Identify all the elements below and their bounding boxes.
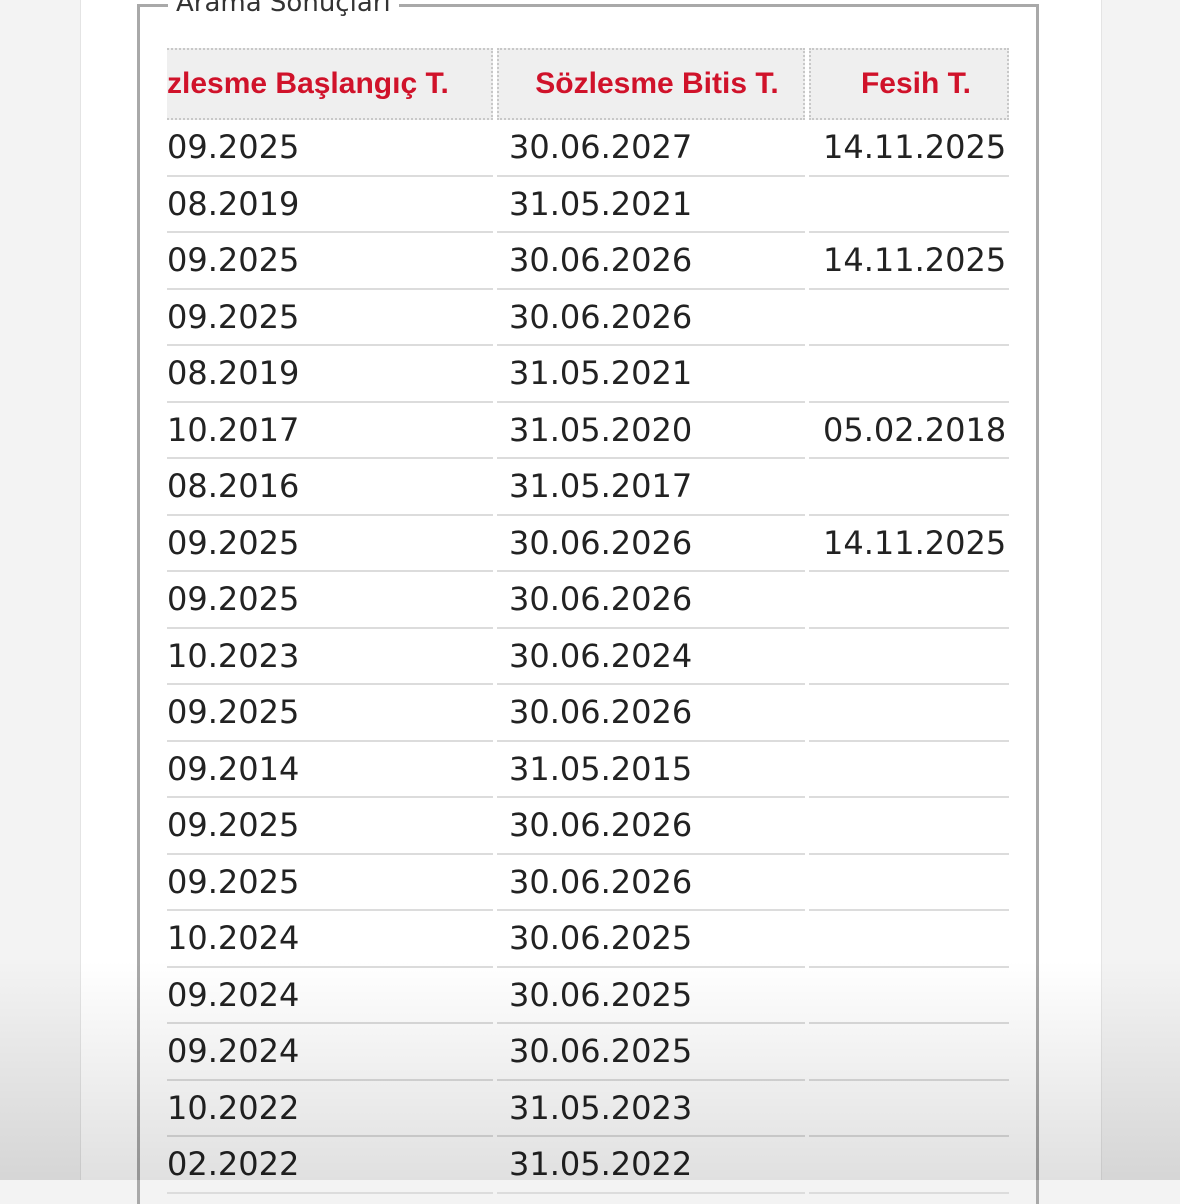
results-table: zlesme Başlangıç T. Sözlesme Bitis T. Fe… [167,48,1009,1194]
start-date-cell: 10.2023 [167,629,493,685]
table-row[interactable]: 10.2017 31.05.2020 05.02.2018 [167,403,1009,459]
end-date-cell: 31.05.2015 [497,742,805,798]
end-date-cell: 30.06.2026 [497,290,805,346]
termination-date-cell: 05.02.2018 [809,403,1009,459]
start-date-cell: 09.2014 [167,742,493,798]
table-row[interactable]: 10.2022 31.05.2023 [167,1081,1009,1137]
start-date-cell: 09.2025 [167,290,493,346]
column-header-termination-date[interactable]: Fesih T. [809,48,1009,120]
termination-date-cell [809,459,1009,516]
termination-date-cell [809,685,1009,742]
end-date-cell: 30.06.2026 [497,798,805,855]
end-date-cell: 30.06.2024 [497,629,805,685]
end-date-cell: 31.05.2021 [497,346,805,403]
start-date-cell: 09.2025 [167,516,493,572]
table-row[interactable]: 09.2024 30.06.2025 [167,968,1009,1024]
end-date-cell: 31.05.2022 [497,1137,805,1194]
table-row[interactable]: 09.2025 30.06.2026 [167,855,1009,911]
table-row[interactable]: 08.2019 31.05.2021 [167,177,1009,233]
table-row[interactable]: 09.2025 30.06.2026 [167,798,1009,855]
start-date-cell: 08.2019 [167,346,493,403]
table-header: zlesme Başlangıç T. Sözlesme Bitis T. Fe… [167,48,1009,120]
table-body: 09.2025 30.06.2027 14.11.2025 08.2019 31.05.… [167,120,1009,1194]
page-content [80,0,1102,1180]
termination-date-cell [809,742,1009,798]
termination-date-cell: 14.11.2025 [809,233,1009,290]
end-date-cell: 30.06.2025 [497,968,805,1024]
termination-date-cell [809,572,1009,629]
end-date-cell: 30.06.2027 [497,120,805,177]
end-date-cell: 31.05.2021 [497,177,805,233]
end-date-cell: 30.06.2026 [497,855,805,911]
termination-date-cell [809,1137,1009,1194]
table-row[interactable]: 09.2025 30.06.2026 [167,572,1009,629]
start-date-cell: 09.2025 [167,798,493,855]
start-date-cell: 09.2025 [167,855,493,911]
table-row[interactable]: 09.2025 30.06.2026 14.11.2025 [167,233,1009,290]
table-row[interactable]: 08.2019 31.05.2021 [167,346,1009,403]
start-date-cell: 10.2017 [167,403,493,459]
column-header-start-date[interactable]: zlesme Başlangıç T. [167,48,493,120]
start-date-cell: 08.2016 [167,459,493,516]
table-row[interactable]: 10.2024 30.06.2025 [167,911,1009,968]
section-title: Arama Sonuçları [168,0,399,18]
start-date-cell: 10.2022 [167,1081,493,1137]
search-results-fieldset [137,4,1039,1204]
start-date-cell: 09.2025 [167,233,493,290]
start-date-cell: 09.2025 [167,685,493,742]
termination-date-cell [809,346,1009,403]
end-date-cell: 30.06.2026 [497,233,805,290]
termination-date-cell: 14.11.2025 [809,516,1009,572]
end-date-cell: 30.06.2026 [497,572,805,629]
table-row[interactable]: 09.2025 30.06.2026 14.11.2025 [167,516,1009,572]
termination-date-cell [809,177,1009,233]
table-row[interactable]: 09.2025 30.06.2027 14.11.2025 [167,120,1009,177]
table-row[interactable]: 09.2024 30.06.2025 [167,1024,1009,1081]
column-header-end-date[interactable]: Sözlesme Bitis T. [497,48,805,120]
termination-date-cell: 14.11.2025 [809,120,1009,177]
table-row[interactable]: 09.2014 31.05.2015 [167,742,1009,798]
table-row[interactable]: 02.2022 31.05.2022 [167,1137,1009,1194]
start-date-cell: 09.2025 [167,120,493,177]
start-date-cell: 10.2024 [167,911,493,968]
end-date-cell: 30.06.2025 [497,911,805,968]
start-date-cell: 09.2025 [167,572,493,629]
termination-date-cell [809,1024,1009,1081]
end-date-cell: 31.05.2017 [497,459,805,516]
end-date-cell: 31.05.2020 [497,403,805,459]
end-date-cell: 30.06.2025 [497,1024,805,1081]
termination-date-cell [809,968,1009,1024]
start-date-cell: 08.2019 [167,177,493,233]
termination-date-cell [809,911,1009,968]
table-row[interactable]: 09.2025 30.06.2026 [167,685,1009,742]
end-date-cell: 30.06.2026 [497,685,805,742]
termination-date-cell [809,855,1009,911]
start-date-cell: 09.2024 [167,1024,493,1081]
end-date-cell: 31.05.2023 [497,1081,805,1137]
start-date-cell: 09.2024 [167,968,493,1024]
termination-date-cell [809,290,1009,346]
table-row[interactable]: 10.2023 30.06.2024 [167,629,1009,685]
termination-date-cell [809,798,1009,855]
start-date-cell: 02.2022 [167,1137,493,1194]
table-row[interactable]: 09.2025 30.06.2026 [167,290,1009,346]
table-row[interactable]: 08.2016 31.05.2017 [167,459,1009,516]
termination-date-cell [809,629,1009,685]
end-date-cell: 30.06.2026 [497,516,805,572]
termination-date-cell [809,1081,1009,1137]
